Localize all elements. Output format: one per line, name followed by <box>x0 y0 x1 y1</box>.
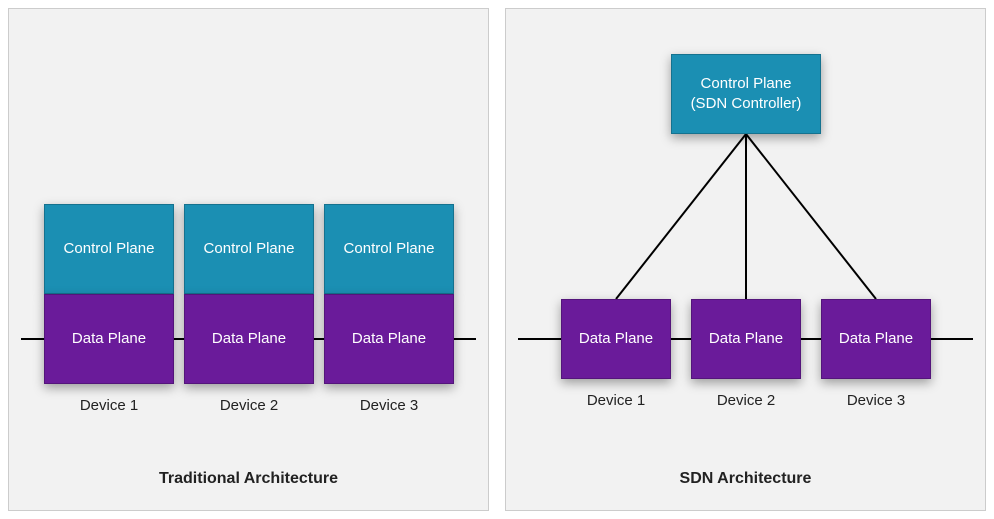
traditional-panel: Control Plane Data Plane Device 1 Contro… <box>8 8 489 511</box>
trad-device1-data-plane: Data Plane <box>44 294 174 384</box>
box-text: Data Plane <box>352 329 426 349</box>
sdn-panel: Control Plane (SDN Controller) Data Plan… <box>505 8 986 511</box>
trad-device2-label: Device 2 <box>184 397 314 414</box>
controller-line1: Control Plane <box>701 75 792 92</box>
sdn-controller: Control Plane (SDN Controller) <box>671 54 821 134</box>
controller-line2: (SDN Controller) <box>691 95 802 112</box>
traditional-canvas: Control Plane Data Plane Device 1 Contro… <box>9 9 488 510</box>
traditional-title: Traditional Architecture <box>9 470 488 488</box>
box-text: Control Plane <box>204 239 295 259</box>
trad-device3-label: Device 3 <box>324 397 454 414</box>
box-text: Data Plane <box>72 329 146 349</box>
sdn-canvas: Control Plane (SDN Controller) Data Plan… <box>506 9 985 510</box>
box-text: Data Plane <box>579 329 653 349</box>
box-text: Control Plane <box>344 239 435 259</box>
sdn-title: SDN Architecture <box>506 470 985 488</box>
sdn-device1-data-plane: Data Plane <box>561 299 671 379</box>
box-text: Control Plane (SDN Controller) <box>691 74 802 115</box>
box-text: Control Plane <box>64 239 155 259</box>
trad-device2-control-plane: Control Plane <box>184 204 314 294</box>
box-text: Data Plane <box>709 329 783 349</box>
trad-device3-control-plane: Control Plane <box>324 204 454 294</box>
sdn-device3-data-plane: Data Plane <box>821 299 931 379</box>
trad-device2-data-plane: Data Plane <box>184 294 314 384</box>
trad-device1-label: Device 1 <box>44 397 174 414</box>
box-text: Data Plane <box>212 329 286 349</box>
sdn-device2-label: Device 2 <box>691 392 801 409</box>
sdn-device2-data-plane: Data Plane <box>691 299 801 379</box>
trad-device1-control-plane: Control Plane <box>44 204 174 294</box>
box-text: Data Plane <box>839 329 913 349</box>
sdn-device3-label: Device 3 <box>821 392 931 409</box>
sdn-device1-label: Device 1 <box>561 392 671 409</box>
trad-device3-data-plane: Data Plane <box>324 294 454 384</box>
